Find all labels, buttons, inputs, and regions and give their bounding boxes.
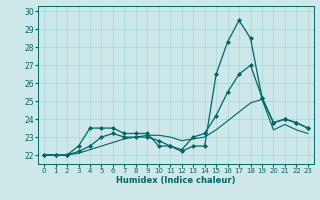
X-axis label: Humidex (Indice chaleur): Humidex (Indice chaleur) bbox=[116, 176, 236, 185]
